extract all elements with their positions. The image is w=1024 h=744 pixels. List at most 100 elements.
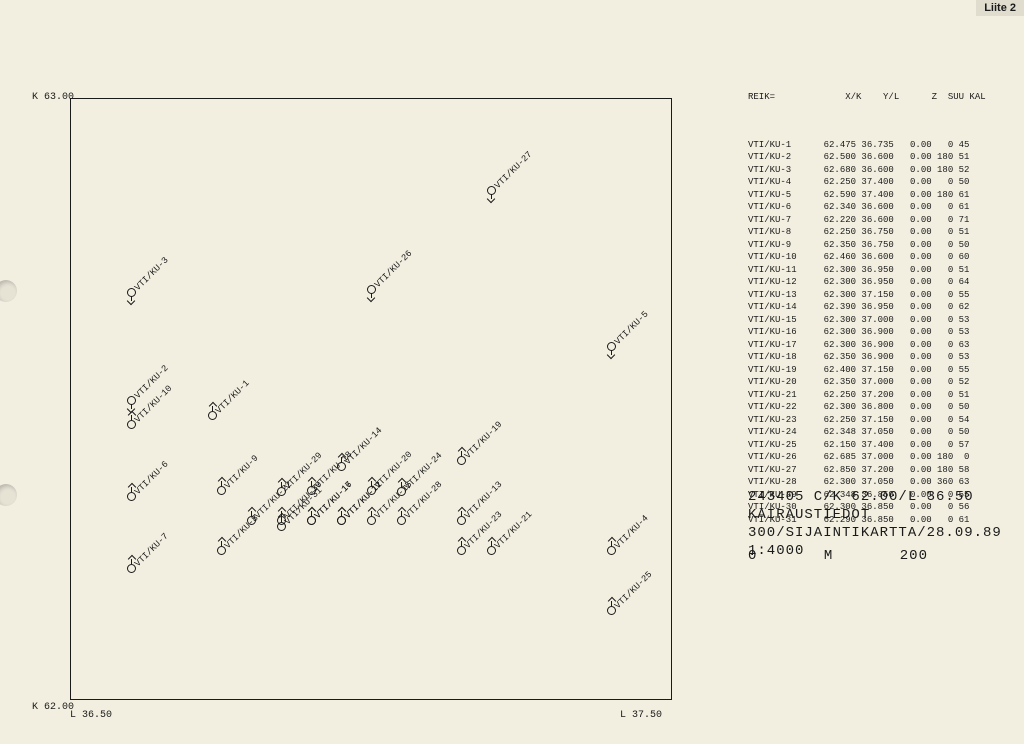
- scatter-plot: VTI/KU-1 VTI/KU-2 VTI/KU-3 VTI/KU-4 VTI/KU-5…: [70, 98, 672, 700]
- direction-arrow-icon: [461, 541, 462, 546]
- point-label: VTI/KU-18: [313, 450, 354, 491]
- drill-hole-table: REIK= X/K Y/L Z SUU KAL VTI/KU-1 62.475 …: [748, 66, 986, 539]
- point-label: VTI/KU-9: [223, 453, 261, 491]
- drill-point: VTI/KU-22: [247, 515, 307, 525]
- sb-label-right: 200: [900, 548, 928, 564]
- direction-arrow-icon: [281, 517, 282, 522]
- drill-point: VTI/KU-13: [457, 515, 517, 525]
- point-marker: [208, 411, 217, 420]
- point-label: VTI/KU-6: [133, 459, 171, 497]
- drill-point: VTI/KU-2: [127, 395, 181, 405]
- table-body: VTI/KU-1 62.475 36.735 0.00 0 45 VTI/KU-…: [748, 139, 986, 527]
- point-label: VTI/KU-16: [313, 480, 354, 521]
- drill-point: VTI/KU-14: [337, 461, 397, 471]
- point-label: VTI/KU-23: [463, 510, 504, 551]
- point-marker: [367, 516, 376, 525]
- point-marker: [127, 420, 136, 429]
- point-label: VTI/KU-26: [373, 249, 414, 290]
- point-marker: [277, 487, 286, 496]
- direction-arrow-icon: [611, 601, 612, 606]
- drill-point: VTI/KU-9: [217, 485, 271, 495]
- meta-coord: 243405 C/K 62.00/L 36.50: [748, 488, 1002, 506]
- point-marker: [127, 396, 136, 405]
- sb-label-left: 0: [748, 548, 757, 564]
- drill-point: VTI/KU-20: [367, 485, 427, 495]
- direction-arrow-icon: [131, 559, 132, 564]
- point-marker: [307, 516, 316, 525]
- point-label: VTI/KU-15: [373, 480, 414, 521]
- direction-arrow-icon: [131, 296, 132, 301]
- drill-point: VTI/KU-24: [397, 486, 457, 496]
- drill-point: VTI/KU-31: [277, 521, 337, 531]
- table-header: REIK= X/K Y/L Z SUU KAL: [748, 91, 986, 104]
- point-marker: [277, 522, 286, 531]
- direction-arrow-icon: [281, 511, 282, 516]
- drill-point: VTI/KU-6: [127, 491, 181, 501]
- point-marker: [277, 516, 286, 525]
- point-marker: [397, 516, 406, 525]
- point-marker: [307, 486, 316, 495]
- meta-title: KAIRAUSTIEDOT: [748, 506, 1002, 524]
- drill-point: VTI/KU-26: [367, 284, 427, 294]
- drill-point: VTI/KU-28: [397, 515, 457, 525]
- drill-point: VTI/KU-4: [607, 545, 661, 555]
- drill-point: VTI/KU-10: [127, 419, 187, 429]
- drill-point: VTI/KU-12: [337, 515, 397, 525]
- point-label: VTI/KU-4: [613, 513, 651, 551]
- direction-arrow-icon: [491, 541, 492, 546]
- point-label: VTI/KU-27: [493, 150, 534, 191]
- drill-point: VTI/KU-3: [127, 287, 181, 297]
- point-label: VTI/KU-17: [313, 480, 354, 521]
- point-marker: [487, 186, 496, 195]
- direction-arrow-icon: [311, 511, 312, 516]
- sb-label-mid: M: [824, 548, 833, 564]
- direction-arrow-icon: [341, 511, 342, 516]
- drill-point: VTI/KU-27: [487, 185, 547, 195]
- direction-arrow-icon: [131, 487, 132, 492]
- drill-point: VTI/KU-7: [127, 563, 181, 573]
- point-marker: [607, 342, 616, 351]
- point-label: VTI/KU-13: [463, 480, 504, 521]
- point-marker: [397, 487, 406, 496]
- drill-point: VTI/KU-30: [277, 515, 337, 525]
- point-marker: [127, 492, 136, 501]
- drill-point: VTI/KU-23: [457, 545, 517, 555]
- direction-arrow-icon: [341, 457, 342, 462]
- drill-point: VTI/KU-25: [607, 605, 667, 615]
- point-label: VTI/KU-25: [613, 570, 654, 611]
- drill-point: VTI/KU-5: [607, 341, 661, 351]
- direction-arrow-icon: [491, 194, 492, 199]
- point-marker: [337, 516, 346, 525]
- direction-arrow-icon: [311, 511, 312, 516]
- drill-point: VTI/KU-17: [307, 515, 367, 525]
- drill-point: VTI/KU-11: [337, 515, 397, 525]
- direction-arrow-icon: [611, 350, 612, 355]
- point-label: VTI/KU-24: [403, 451, 444, 492]
- point-label: VTI/KU-28: [403, 480, 444, 521]
- direction-arrow-icon: [341, 511, 342, 516]
- point-label: VTI/KU-30: [283, 480, 324, 521]
- direction-arrow-icon: [311, 481, 312, 486]
- point-label: VTI/KU-7: [133, 531, 171, 569]
- drill-point: VTI/KU-1: [208, 410, 262, 420]
- point-marker: [457, 516, 466, 525]
- drill-point: VTI/KU-16: [307, 515, 367, 525]
- point-marker: [247, 516, 256, 525]
- point-marker: [127, 564, 136, 573]
- direction-arrow-icon: [281, 482, 282, 487]
- point-label: VTI/KU-12: [343, 480, 384, 521]
- point-label: VTI/KU-3: [133, 255, 171, 293]
- point-label: VTI/KU-29: [283, 451, 324, 492]
- direction-arrow-icon: [611, 541, 612, 546]
- drill-point: VTI/KU-19: [457, 455, 517, 465]
- direction-arrow-icon: [251, 511, 252, 516]
- direction-arrow-icon: [221, 481, 222, 486]
- drill-point: VTI/KU-8: [217, 545, 271, 555]
- point-label: VTI/KU-2: [133, 363, 171, 401]
- direction-arrow-icon: [371, 511, 372, 516]
- point-marker: [607, 606, 616, 615]
- drill-point: VTI/KU-29: [277, 486, 337, 496]
- direction-arrow-icon: [131, 404, 132, 409]
- drill-point: VTI/KU-15: [367, 515, 427, 525]
- point-label: VTI/KU-14: [343, 426, 384, 467]
